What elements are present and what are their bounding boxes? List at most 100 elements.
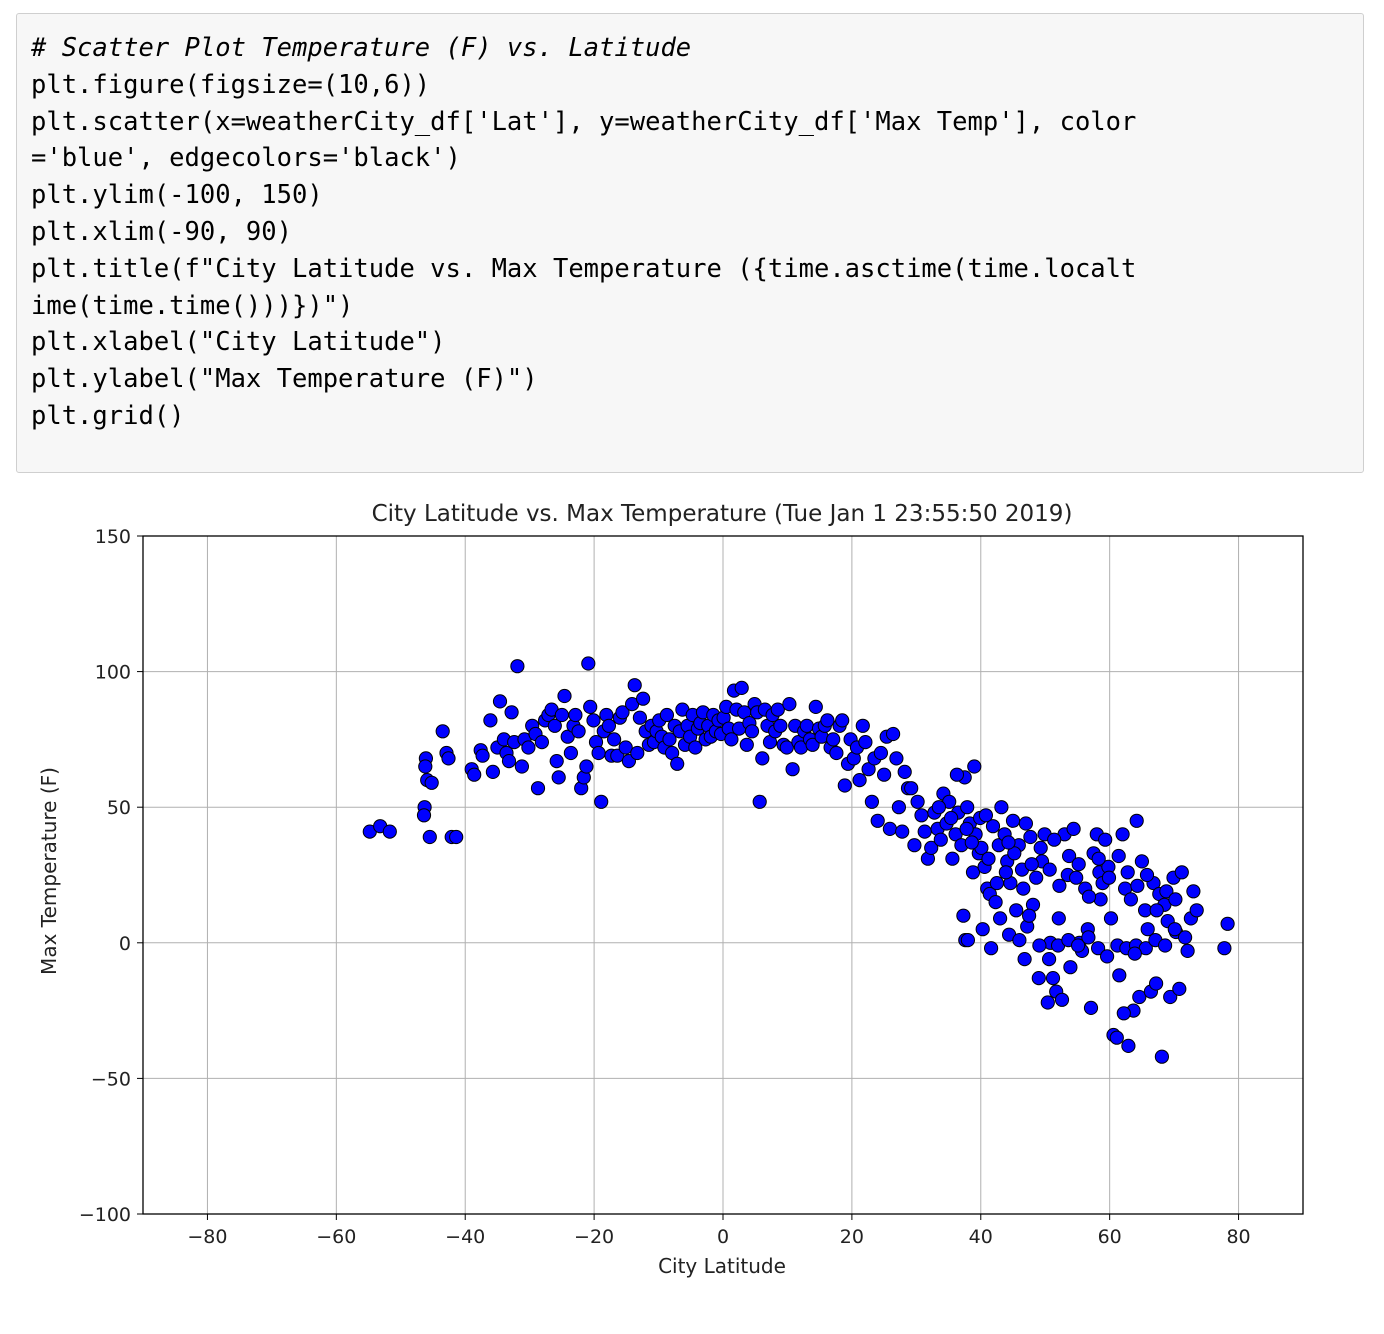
data-point [1042, 952, 1057, 967]
data-point [782, 697, 797, 712]
data-point [852, 773, 867, 788]
data-point [960, 933, 976, 948]
data-point [904, 781, 919, 796]
data-point [554, 707, 570, 723]
x-tick-label: −60 [316, 1226, 356, 1248]
data-point [1220, 916, 1235, 931]
data-point [1167, 922, 1182, 937]
data-point [1132, 989, 1147, 1005]
data-point [773, 718, 788, 733]
axis-ticks: −80 −60 −40 −20 0 20 40 60 80 −100 −50 0 50 100 150 [79, 526, 1251, 1248]
code-cell[interactable]: # Scatter Plot Temperature (F) vs. Latit… [16, 13, 1364, 473]
data-point [1054, 992, 1070, 1007]
x-tick-label: 80 [1226, 1226, 1250, 1248]
code-line: # Scatter Plot Temperature (F) vs. Latit… [31, 33, 692, 63]
data-point [734, 680, 749, 695]
data-point [755, 751, 770, 766]
data-point [1159, 884, 1174, 899]
data-point [1016, 881, 1031, 896]
data-point [583, 699, 598, 714]
data-point [1112, 968, 1127, 983]
data-point [514, 759, 530, 774]
data-point [1116, 1006, 1131, 1021]
data-point [1189, 903, 1204, 918]
data-point [1163, 989, 1178, 1005]
data-point [1103, 911, 1119, 926]
data-point [627, 678, 642, 693]
data-point [1139, 867, 1155, 883]
x-axis-label: City Latitude [658, 1254, 786, 1278]
x-tick-label: 20 [840, 1226, 864, 1248]
data-point [1018, 816, 1034, 831]
data-point [1158, 938, 1173, 953]
data-point [886, 726, 901, 742]
data-point [422, 829, 437, 845]
data-point [557, 688, 572, 704]
data-point [1217, 941, 1232, 956]
y-tick-label: 0 [119, 933, 131, 955]
code-editor[interactable]: # Scatter Plot Temperature (F) vs. Latit… [17, 14, 1363, 451]
data-point [914, 808, 929, 823]
data-point [1134, 854, 1150, 869]
data-point [1180, 943, 1195, 958]
data-point [1174, 865, 1189, 880]
code-line: plt.figure(figsize=(10,6)) [31, 69, 431, 100]
data-point [688, 740, 703, 755]
data-point [1005, 813, 1021, 828]
data-point [1083, 1000, 1099, 1016]
data-point [581, 656, 596, 671]
data-point [1024, 857, 1039, 872]
data-point [1115, 827, 1130, 842]
data-point [1172, 981, 1187, 997]
code-line: plt.grid() [31, 400, 185, 431]
data-point [1149, 976, 1164, 991]
data-point [579, 759, 594, 774]
data-point [636, 691, 651, 706]
data-point [799, 718, 814, 733]
data-point [882, 821, 898, 836]
data-point [956, 908, 971, 923]
data-point [988, 895, 1003, 910]
data-point [1017, 952, 1032, 967]
data-point [1066, 821, 1081, 836]
data-point [993, 911, 1008, 926]
data-point [770, 702, 785, 717]
data-point [877, 767, 892, 782]
data-point [965, 865, 981, 880]
data-point [960, 800, 975, 815]
data-point [1029, 870, 1044, 885]
data-point [891, 800, 907, 815]
data-point [1091, 851, 1106, 866]
data-point [1062, 848, 1077, 864]
data-point [1149, 903, 1164, 918]
data-point [1009, 903, 1024, 918]
data-point [1032, 938, 1047, 953]
data-point [994, 800, 1009, 815]
data-point [467, 767, 482, 782]
data-point [1100, 949, 1115, 964]
data-point [424, 775, 439, 790]
data-point [662, 732, 677, 747]
data-point [1140, 922, 1155, 937]
data-point [895, 824, 910, 839]
data-point [1091, 941, 1106, 956]
code-line: plt.scatter(x=weatherCity_df['Lat'], y=w… [31, 106, 1137, 137]
data-point [1051, 911, 1066, 926]
data-point [985, 819, 1001, 834]
data-point [1081, 930, 1096, 945]
data-point [435, 724, 450, 739]
data-point [1109, 1030, 1124, 1045]
data-point [739, 737, 754, 752]
x-tick-label: 40 [969, 1226, 993, 1248]
data-point [521, 740, 536, 755]
data-point [835, 713, 850, 728]
data-point [870, 813, 885, 828]
data-point [931, 800, 947, 815]
data-point [601, 718, 617, 733]
data-point [1071, 938, 1086, 953]
data-point [1154, 1049, 1170, 1064]
data-point [829, 745, 844, 761]
data-point [1186, 884, 1201, 899]
data-point [1127, 946, 1142, 961]
data-point [805, 737, 820, 752]
